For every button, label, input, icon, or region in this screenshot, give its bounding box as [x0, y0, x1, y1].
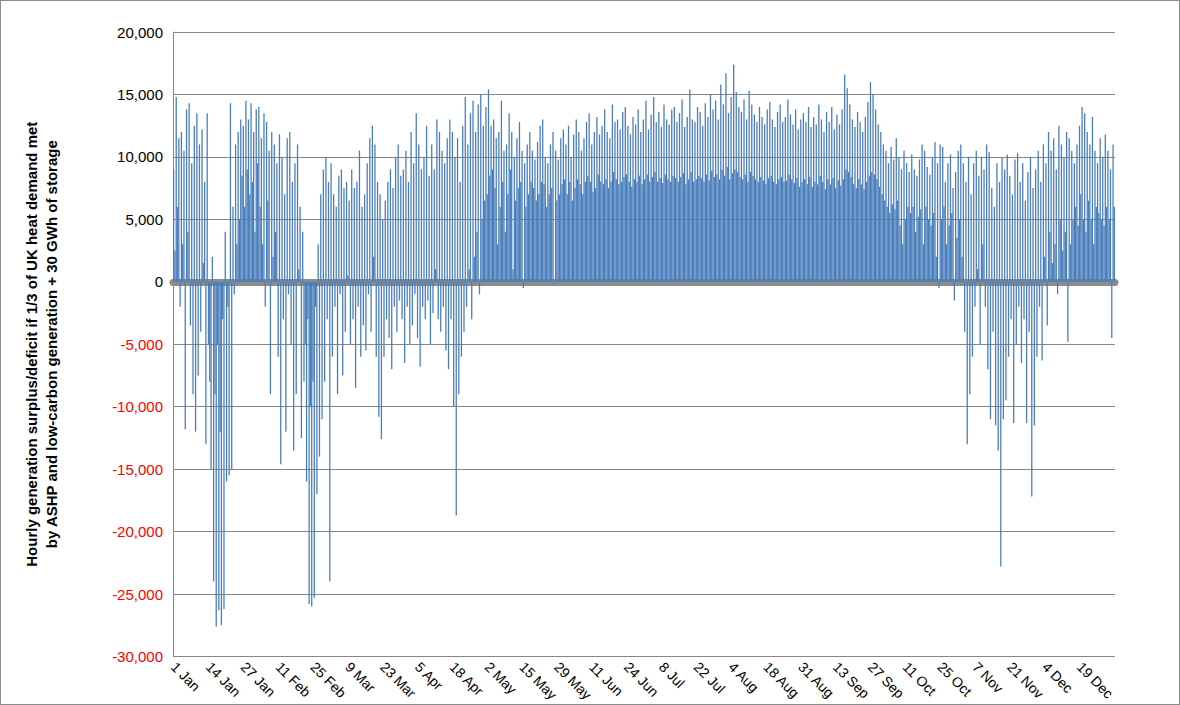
- svg-text:7 Nov: 7 Nov: [969, 659, 1006, 696]
- svg-text:15 May: 15 May: [516, 659, 560, 703]
- svg-text:19 Dec: 19 Dec: [1074, 659, 1117, 702]
- svg-text:-20,000: -20,000: [112, 523, 163, 540]
- svg-text:14 Jan: 14 Jan: [203, 659, 244, 700]
- svg-text:25 Feb: 25 Feb: [307, 659, 349, 701]
- svg-text:11 Feb: 11 Feb: [273, 659, 315, 701]
- svg-text:-30,000: -30,000: [112, 648, 163, 665]
- svg-text:4 Dec: 4 Dec: [1039, 659, 1076, 696]
- svg-text:5,000: 5,000: [125, 211, 163, 228]
- svg-text:31 Aug: 31 Aug: [795, 659, 837, 701]
- svg-text:9 Mar: 9 Mar: [342, 659, 379, 696]
- svg-text:18 Aug: 18 Aug: [760, 659, 802, 701]
- svg-text:0: 0: [155, 273, 163, 290]
- svg-text:27 Sep: 27 Sep: [865, 659, 908, 702]
- svg-text:5 Apr: 5 Apr: [412, 659, 447, 694]
- svg-text:13 Sep: 13 Sep: [830, 659, 873, 702]
- svg-text:24 Jun: 24 Jun: [621, 659, 662, 700]
- svg-text:11 Oct: 11 Oct: [900, 659, 940, 699]
- svg-text:1 Jan: 1 Jan: [168, 659, 204, 695]
- svg-text:-5,000: -5,000: [120, 336, 163, 353]
- svg-text:by ASHP and low-carbon generat: by ASHP and low-carbon generation + 30 G…: [43, 140, 60, 548]
- svg-text:27 Jan: 27 Jan: [238, 659, 279, 700]
- svg-text:2 May: 2 May: [482, 659, 520, 697]
- svg-text:8 Jul: 8 Jul: [656, 659, 688, 691]
- svg-text:10,000: 10,000: [117, 148, 163, 165]
- svg-text:22 Jul: 22 Jul: [691, 659, 729, 697]
- svg-text:Hourly generation surplus/defi: Hourly generation surplus/deficit if 1/3…: [23, 122, 40, 567]
- svg-text:15,000: 15,000: [117, 86, 163, 103]
- svg-text:-25,000: -25,000: [112, 586, 163, 603]
- svg-text:-10,000: -10,000: [112, 398, 163, 415]
- svg-text:-15,000: -15,000: [112, 461, 163, 478]
- svg-text:20,000: 20,000: [117, 24, 163, 41]
- svg-text:18 Apr: 18 Apr: [447, 659, 487, 699]
- svg-text:4 Aug: 4 Aug: [725, 659, 762, 696]
- svg-text:11 Jun: 11 Jun: [586, 659, 626, 699]
- svg-text:25 Oct: 25 Oct: [934, 659, 975, 700]
- svg-text:23 Mar: 23 Mar: [377, 659, 419, 701]
- svg-text:21 Nov: 21 Nov: [1004, 659, 1047, 702]
- svg-text:29 May: 29 May: [551, 659, 595, 703]
